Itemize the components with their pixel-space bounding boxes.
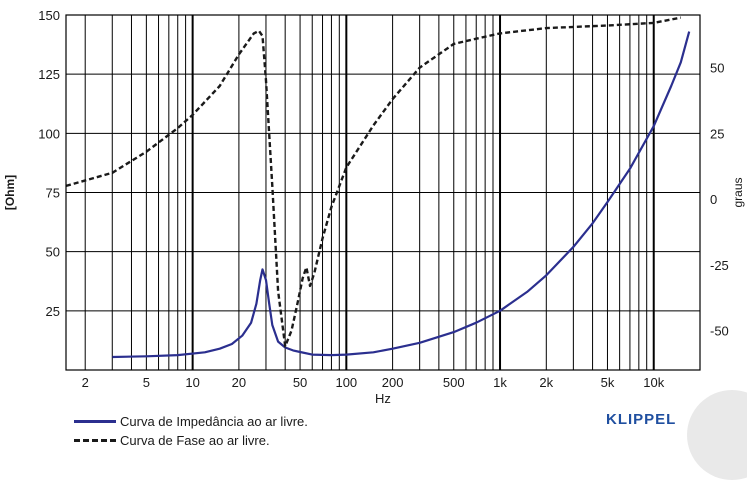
x-tick-label: 50 (293, 375, 307, 390)
impedance-curve (112, 31, 691, 359)
x-tick-label: 5k (601, 375, 615, 390)
y-left-tick-label: 75 (46, 186, 60, 201)
x-tick-label: 10k (643, 375, 664, 390)
y-axis-label-left: [Ohm] (3, 175, 17, 210)
y-right-tick-label: 25 (710, 126, 724, 141)
x-tick-label: 2k (539, 375, 553, 390)
x-tick-label: 2 (82, 375, 89, 390)
x-tick-label: 1k (493, 375, 507, 390)
legend: Curva de Impedância ao ar livre. Curva d… (74, 412, 308, 450)
y-left-tick-label: 25 (46, 304, 60, 319)
y-right-tick-label: -25 (710, 258, 729, 273)
y-axis-label-right: graus (731, 177, 745, 207)
legend-item-phase: Curva de Fase ao ar livre. (74, 431, 308, 450)
legend-swatch-dashed (74, 439, 116, 442)
y-right-tick-label: 50 (710, 61, 724, 76)
x-tick-label: 10 (185, 375, 199, 390)
y-right-tick-label: 0 (710, 192, 717, 207)
x-tick-label: 20 (232, 375, 246, 390)
legend-item-impedance: Curva de Impedância ao ar livre. (74, 412, 308, 431)
y-left-tick-label: 150 (38, 8, 60, 23)
y-left-tick-label: 100 (38, 126, 60, 141)
x-tick-label: 200 (382, 375, 404, 390)
y-right-tick-label: -50 (710, 324, 729, 339)
phase-curve (65, 16, 682, 348)
brand-logo: KLIPPEL (606, 411, 677, 428)
plot-frame (65, 14, 701, 371)
chart-plot: 2 5 10 20 50 100 200 500 1k 2k 5k 10k 2550751001251… (3, 8, 745, 406)
legend-label-phase: Curva de Fase ao ar livre. (120, 433, 270, 448)
y-left-tick-label: 50 (46, 245, 60, 260)
y-left-tick-label: 125 (38, 67, 60, 82)
x-tick-label: 500 (443, 375, 465, 390)
legend-swatch-solid (74, 420, 116, 423)
x-tick-label: 5 (143, 375, 150, 390)
legend-label-impedance: Curva de Impedância ao ar livre. (120, 414, 308, 429)
x-tick-label: 100 (335, 375, 357, 390)
x-axis-label: Hz (375, 391, 391, 406)
